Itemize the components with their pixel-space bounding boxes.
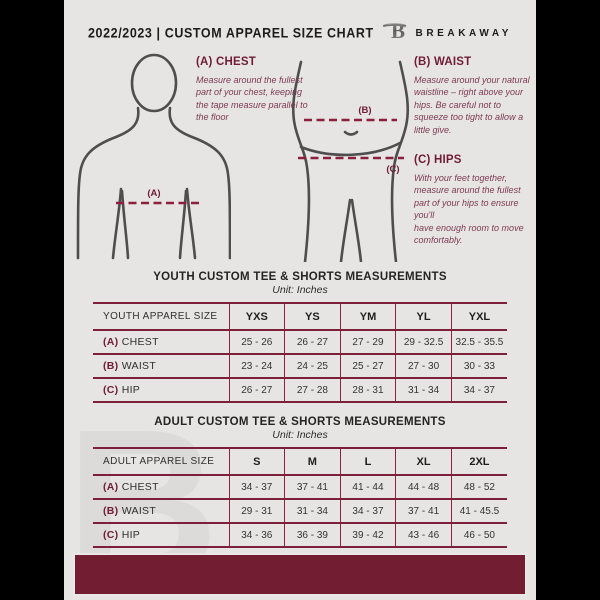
row-label: (A) CHEST <box>93 330 230 354</box>
waist-description: Measure around your natural waistline – … <box>414 75 530 135</box>
value-cell: 44 - 48 <box>395 475 452 499</box>
row-label: (B) WAIST <box>93 354 230 378</box>
torso-diagram: (A) <box>76 52 232 265</box>
waist-heading: (B) WAIST <box>414 56 472 68</box>
waist-instructions: (B) WAIST Measure around your natural wa… <box>414 56 532 136</box>
youth-table-unit: Unit: Inches <box>272 284 328 296</box>
value-cell: 31 - 34 <box>395 378 452 402</box>
table-header-row: YOUTH APPAREL SIZE YXS YS YM YL YXL <box>93 303 507 330</box>
value-cell: 31 - 34 <box>284 499 341 523</box>
chest-instructions: (A) CHEST Measure around the fullest par… <box>196 56 308 124</box>
table-row: (C) HIP 34 - 36 36 - 39 39 - 42 43 - 46 … <box>93 523 507 547</box>
value-cell: 37 - 41 <box>284 475 341 499</box>
value-cell: 26 - 27 <box>228 378 286 402</box>
table-row: (B) WAIST 29 - 31 31 - 34 34 - 37 37 - 4… <box>93 499 507 523</box>
page-title: 2022/2023 | CUSTOM APPAREL SIZE CHART <box>88 25 374 41</box>
waist-line-label: (B) <box>358 105 371 116</box>
adult-section: ADULT CUSTOM TEE & SHORTS MEASUREMENTS U… <box>64 416 536 548</box>
row-label: (B) WAIST <box>93 499 230 523</box>
chest-description: Measure around the fullest part of your … <box>196 75 308 123</box>
youth-table-title: YOUTH CUSTOM TEE & SHORTS MEASUREMENTS <box>153 271 447 283</box>
size-header: 2XL <box>450 448 507 475</box>
value-cell: 32.5 - 35.5 <box>450 330 507 354</box>
hips-instructions: (C) HIPS With your feet together, measur… <box>414 154 536 246</box>
size-column-header: YOUTH APPAREL SIZE <box>93 303 230 330</box>
value-cell: 26 - 27 <box>284 330 341 354</box>
table-row: (A) CHEST 25 - 26 26 - 27 27 - 29 29 - 3… <box>93 330 507 354</box>
size-header: L <box>339 448 397 475</box>
size-header: YM <box>339 303 397 330</box>
svg-text:B: B <box>391 19 405 43</box>
value-cell: 27 - 30 <box>395 354 452 378</box>
size-header: YXL <box>450 303 507 330</box>
brand-name: BREAKAWAY <box>415 27 512 39</box>
brand: B BREAKAWAY <box>382 18 513 48</box>
chest-line-label: (A) <box>147 188 160 199</box>
size-header: S <box>228 448 286 475</box>
value-cell: 27 - 28 <box>284 378 341 402</box>
value-cell: 37 - 41 <box>395 499 452 523</box>
size-header: YXS <box>228 303 286 330</box>
youth-size-table: YOUTH APPAREL SIZE YXS YS YM YL YXL (A) … <box>93 302 507 403</box>
value-cell: 23 - 24 <box>228 354 286 378</box>
value-cell: 39 - 42 <box>339 523 397 547</box>
value-cell: 41 - 44 <box>339 475 397 499</box>
lower-body-diagram: (B) (C) <box>283 50 418 267</box>
row-label: (C) HIP <box>93 523 230 547</box>
chest-heading: (A) CHEST <box>196 56 256 68</box>
hips-description: With your feet together, measure around … <box>414 173 524 246</box>
row-label: (A) CHEST <box>93 475 230 499</box>
value-cell: 48 - 52 <box>450 475 507 499</box>
size-column-header: ADULT APPAREL SIZE <box>93 448 230 475</box>
size-header: YL <box>395 303 452 330</box>
size-header: XL <box>395 448 452 475</box>
table-row: (B) WAIST 23 - 24 24 - 25 25 - 27 27 - 3… <box>93 354 507 378</box>
table-row: (A) CHEST 34 - 37 37 - 41 41 - 44 44 - 4… <box>93 475 507 499</box>
row-label: (C) HIP <box>93 378 230 402</box>
value-cell: 41 - 45.5 <box>450 499 507 523</box>
adult-size-table: ADULT APPAREL SIZE S M L XL 2XL (A) CHES… <box>93 447 507 548</box>
value-cell: 27 - 29 <box>339 330 397 354</box>
value-cell: 36 - 39 <box>284 523 341 547</box>
value-cell: 34 - 37 <box>450 378 507 402</box>
hips-heading: (C) HIPS <box>414 154 462 166</box>
footer-accent-bar <box>73 553 527 596</box>
value-cell: 30 - 33 <box>450 354 507 378</box>
breakaway-b-logo-icon: B <box>382 18 409 48</box>
header: 2022/2023 | CUSTOM APPAREL SIZE CHART B … <box>64 0 536 48</box>
value-cell: 29 - 32.5 <box>395 330 452 354</box>
size-header: YS <box>284 303 341 330</box>
value-cell: 43 - 46 <box>395 523 452 547</box>
size-chart-document: B 2022/2023 | CUSTOM APPAREL SIZE CHART … <box>64 0 536 600</box>
youth-section: YOUTH CUSTOM TEE & SHORTS MEASUREMENTS U… <box>64 271 536 403</box>
value-cell: 34 - 37 <box>339 499 397 523</box>
value-cell: 25 - 26 <box>228 330 286 354</box>
value-cell: 34 - 36 <box>228 523 286 547</box>
measurement-diagrams: (A) (B) (C) (A) CHEST Measure around the… <box>64 50 536 265</box>
value-cell: 46 - 50 <box>450 523 507 547</box>
value-cell: 24 - 25 <box>284 354 341 378</box>
adult-table-unit: Unit: Inches <box>272 429 328 441</box>
table-header-row: ADULT APPAREL SIZE S M L XL 2XL <box>93 448 507 475</box>
value-cell: 25 - 27 <box>339 354 397 378</box>
value-cell: 29 - 31 <box>228 499 286 523</box>
value-cell: 28 - 31 <box>339 378 397 402</box>
value-cell: 34 - 37 <box>228 475 286 499</box>
adult-table-title: ADULT CUSTOM TEE & SHORTS MEASUREMENTS <box>154 416 446 428</box>
hips-line-label: (C) <box>386 164 399 175</box>
size-header: M <box>284 448 341 475</box>
table-row: (C) HIP 26 - 27 27 - 28 28 - 31 31 - 34 … <box>93 378 507 402</box>
